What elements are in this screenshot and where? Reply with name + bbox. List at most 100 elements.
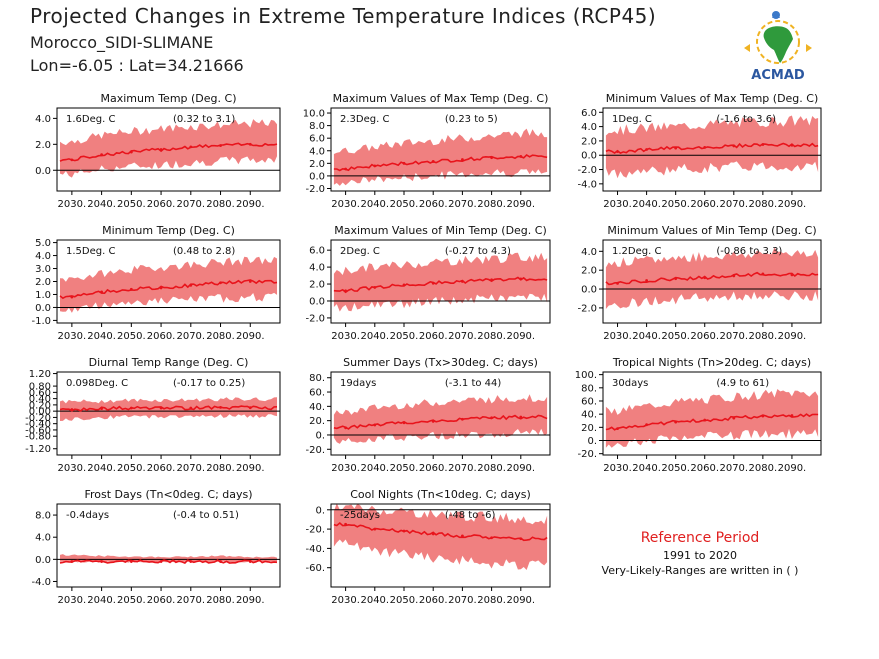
x-tick-label: 2040. [632,331,661,342]
y-tick-label: 0.0 [35,555,51,566]
chart-title: Minimum Values of Max Temp (Deg. C) [606,92,819,105]
mean-line [605,142,819,155]
y-tick-label: -4.0 [31,577,51,588]
plot-frame [330,239,551,324]
x-tick-label: 2080. [477,331,506,342]
chart-title: Maximum Temp (Deg. C) [101,92,237,105]
mean-point [490,416,493,420]
y-tick-label: 0.80 [29,382,51,393]
x-tick-label: 2050. [661,331,690,342]
mean-point [248,280,252,283]
y-tick-label: 6.0 [581,108,597,119]
y-tick-label: 2.0 [309,159,325,170]
mean-point [431,281,435,285]
y-tick-label: 2.0 [35,277,51,288]
y-tick-label: 6.0 [309,246,325,257]
mean-point [402,161,406,165]
x-tick-label: 2090. [778,199,807,210]
range-label: (-3.1 to 44) [445,378,502,389]
mean-point [219,281,222,285]
chart-title: Cool Nights (Tn<10deg. C; days) [350,488,531,501]
x-tick-label: 2080. [206,463,235,474]
chart-11: Cool Nights (Tn<10deg. C; days) -60. -40. -… [305,488,551,606]
mean-point [189,145,193,149]
x-tick-label: 2050. [390,595,419,606]
mean-point [645,423,648,427]
mean-point [732,274,736,278]
x-tick-label: 2090. [778,331,807,342]
y-tick-label: 8.0 [309,121,325,132]
x-tick-label: 2050. [117,331,146,342]
x-tick-label: 2060. [690,331,719,342]
mean-point [159,560,163,563]
y-tick-label: 2.0 [309,280,325,291]
x-tick-label: 2080. [206,199,235,210]
mean-point [490,156,493,160]
y-tick-label: -20. [305,525,325,536]
range-label: (0.32 to 3.1) [173,114,235,125]
x-tick-label: 2090. [506,595,535,606]
y-tick-label: -0.80 [25,432,51,443]
mean-line [333,414,548,430]
y-tick-label: -2.0 [577,303,597,314]
y-tick-label: 0. [587,436,597,447]
y-tick-label: 8.0 [35,511,51,522]
mean-point [703,145,707,149]
reference-range-note: Very-Likely-Ranges are written in ( ) [601,564,799,577]
mean-point [461,280,464,283]
x-tick-label: 2070. [448,463,477,474]
x-tick-label: 2030. [331,463,360,474]
mean-point [461,158,464,161]
mean-line [605,271,819,286]
x-tick-label: 2090. [236,595,265,606]
mean-point [790,143,794,147]
x-tick-label: 2060. [419,463,448,474]
x-tick-label: 2080. [477,463,506,474]
y-tick-label: -0.60 [25,425,51,436]
mean-point [159,286,163,290]
range-label: (0.23 to 5) [445,114,498,125]
range-band [605,389,819,448]
mean-line [333,276,548,294]
mean-point [248,142,252,146]
y-tick-label: -40. [305,544,325,555]
x-tick-label: 2090. [506,199,535,210]
mean-point [490,278,493,282]
x-tick-label: 2030. [58,331,87,342]
mean-point [219,405,222,409]
mean-point [159,148,163,151]
y-tick-label: -20. [305,445,325,456]
mean-point [790,414,794,417]
y-tick-label: -60. [305,563,325,574]
summary-label: -0.4days [66,510,109,521]
y-tick-label: 1.20 [29,369,51,380]
x-tick-label: 2040. [87,199,116,210]
x-tick-label: 2070. [719,331,748,342]
y-tick-label: 3.0 [35,264,51,275]
y-tick-label: 0.0 [35,166,51,177]
x-tick-label: 2050. [117,199,146,210]
mean-point [616,281,619,285]
x-tick-label: 2070. [176,199,205,210]
mean-point [616,150,619,154]
x-tick-label: 2080. [749,199,778,210]
range-label: (-1.6 to 3.6) [716,114,776,125]
mean-point [761,414,765,418]
reference-period-years: 1991 to 2020 [662,549,738,562]
plot-frame [602,107,822,192]
summary-label: 2.3Deg. C [340,114,389,125]
x-tick-label: 2050. [661,199,690,210]
acmad-logo: ACMAD [744,11,812,82]
mean-point [761,272,765,276]
mean-point [674,146,678,150]
x-tick-label: 2040. [360,199,389,210]
chart-title: Diurnal Temp Range (Deg. C) [89,356,249,369]
x-tick-label: 2060. [147,595,176,606]
mean-line [59,279,278,300]
plot-frame [56,371,281,456]
y-tick-label: 0.0 [581,151,597,162]
mean-point [70,295,74,299]
mean-point [100,153,103,157]
range-label: (0.48 to 2.8) [173,246,235,257]
mean-point [519,155,523,158]
